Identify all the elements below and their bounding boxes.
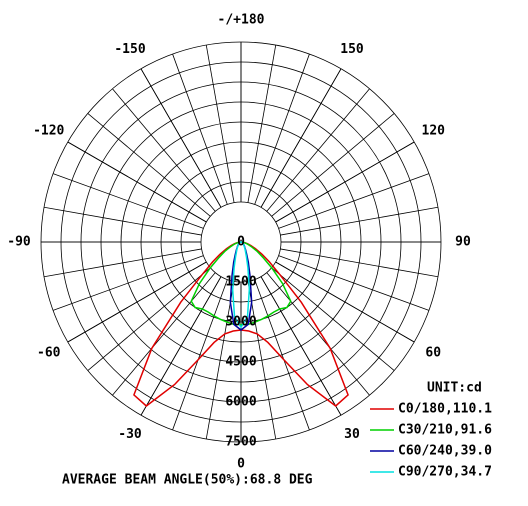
theta-grid-line: [140, 68, 222, 208]
legend-label: C0/180,110.1: [398, 402, 492, 417]
r-tick-label: 6000: [225, 395, 256, 410]
theta-tick-label: -120: [33, 124, 64, 139]
spoke: [247, 44, 277, 203]
spoke: [280, 248, 439, 278]
spoke: [43, 248, 202, 278]
series-line: [231, 241, 251, 329]
theta-grid-line: [67, 141, 207, 223]
spoke: [112, 88, 216, 212]
theta-grid-line: [275, 141, 415, 223]
spoke: [254, 53, 310, 205]
theta-tick-label: -60: [37, 346, 61, 361]
theta-grid-line: [275, 261, 415, 343]
spoke: [205, 281, 235, 440]
theta-tick-label: 60: [425, 346, 441, 361]
theta-tick-label: 0: [237, 457, 245, 472]
spoke: [43, 206, 202, 236]
spoke: [87, 113, 211, 217]
footer: AVERAGE BEAM ANGLE(50%):68.8 DEG: [62, 473, 313, 488]
theta-tick-label: 120: [422, 124, 446, 139]
spoke: [271, 113, 395, 217]
spoke: [52, 255, 204, 311]
spoke: [266, 272, 370, 396]
legend-label: C90/270,34.7: [398, 465, 492, 480]
r-tick-label: 0: [237, 235, 245, 250]
theta-tick-label: 90: [455, 235, 471, 250]
spoke: [254, 279, 310, 431]
theta-grid-line: [67, 261, 207, 343]
spoke: [280, 206, 439, 236]
theta-grid-line: [260, 276, 342, 416]
spoke: [247, 281, 277, 440]
unit-label: UNIT:cd: [427, 381, 482, 396]
spoke: [172, 53, 228, 205]
legend-label: C30/210,91.6: [398, 423, 492, 438]
r-tick-label: 4500: [225, 355, 256, 370]
theta-tick-label: -90: [7, 235, 31, 250]
theta-tick-label: -30: [118, 427, 142, 442]
spoke: [266, 88, 370, 212]
spoke: [172, 279, 228, 431]
theta-tick-label: -/+180: [218, 13, 265, 28]
spoke: [278, 255, 430, 311]
r-tick-label: 3000: [225, 315, 256, 330]
spoke: [271, 267, 395, 371]
theta-grid-line: [140, 276, 222, 416]
theta-tick-label: 150: [340, 42, 364, 57]
theta-grid-line: [260, 68, 342, 208]
spoke: [52, 173, 204, 229]
series-line: [190, 241, 292, 326]
spoke: [87, 267, 211, 371]
theta-tick-label: -150: [114, 42, 145, 57]
spoke: [112, 272, 216, 396]
theta-tick-label: 30: [344, 427, 360, 442]
r-tick-label: 7500: [225, 435, 256, 450]
r-tick-label: 1500: [225, 275, 256, 290]
spoke: [278, 173, 430, 229]
spoke: [205, 44, 235, 203]
legend-label: C60/240,39.0: [398, 444, 492, 459]
